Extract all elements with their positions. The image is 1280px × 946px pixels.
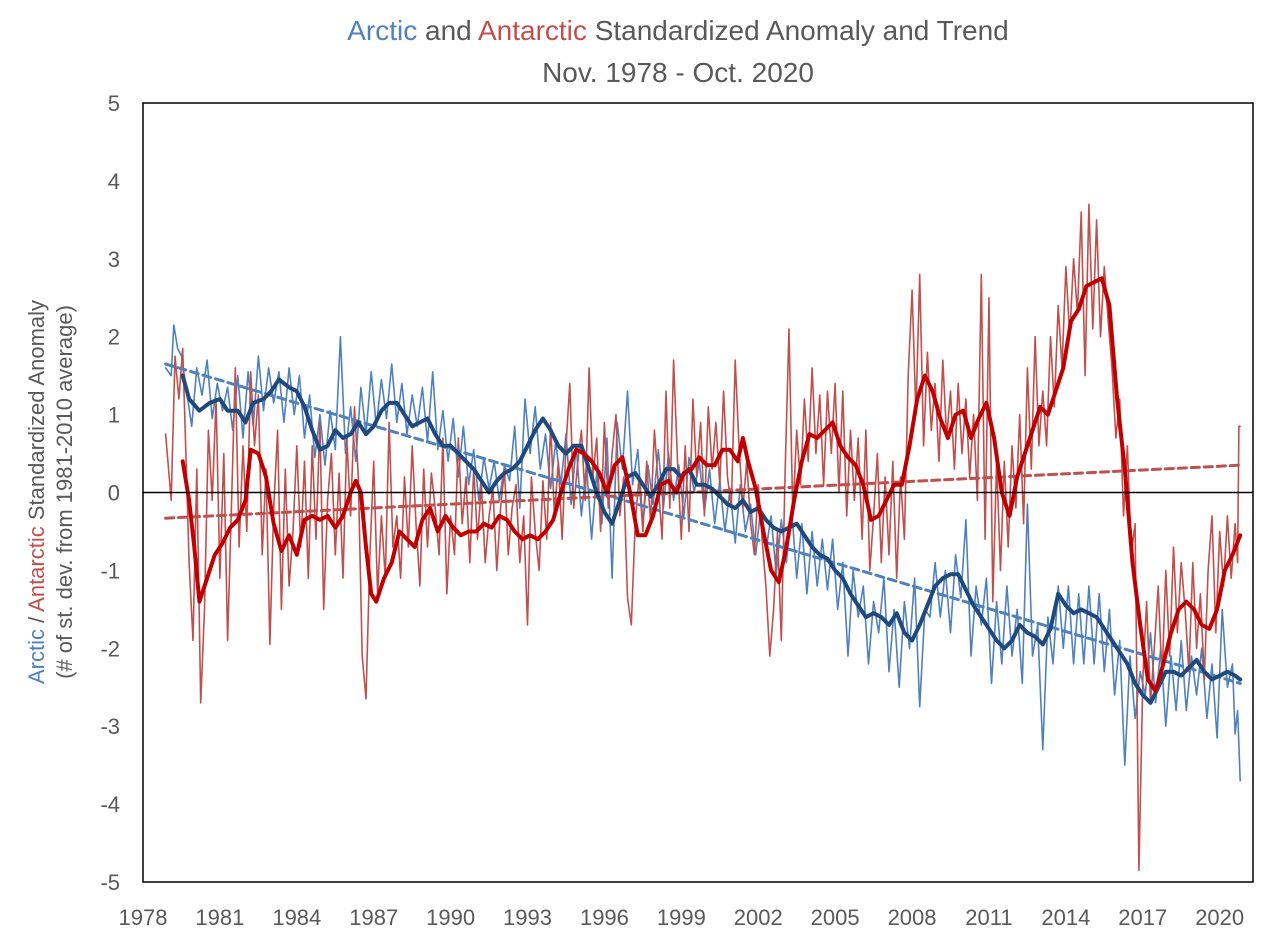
y-tick-label: -5 [100,870,120,895]
x-tick-label: 2008 [888,905,937,930]
y-tick-label: 2 [108,325,120,350]
ylabel-slash: / [24,616,49,623]
x-tick-label: 2020 [1195,905,1244,930]
x-tick-label: 2011 [965,905,1012,930]
y-tick-label: -1 [100,558,120,583]
antarctic-trend-line [164,463,1242,520]
y-tick-label: -2 [100,636,120,661]
x-tick-label: 2014 [1041,905,1090,930]
title-and-word: and [425,15,472,46]
arctic-monthly-line [164,324,1241,782]
x-tick-label: 2017 [1118,905,1167,930]
x-tick-label: 1993 [503,905,552,930]
x-tick-label: 2005 [811,905,860,930]
ylabel-arctic-word: Arctic [24,629,49,684]
x-tick-label: 1999 [657,905,706,930]
ylabel-antarctic-word: Antarctic [24,526,49,612]
x-tick-label: 1978 [119,905,168,930]
x-tick-label: 1990 [426,905,475,930]
y-axis-label: Arctic / Antarctic Standardized Anomaly … [24,300,77,684]
y-tick-label: 3 [108,247,120,272]
x-tick-label: 1987 [349,905,398,930]
title-arctic-word: Arctic [347,15,417,46]
y-tick-label: -3 [100,714,120,739]
ylabel-line2: (# of st. dev. from 1981-2010 average) [52,305,77,679]
y-tick-labels: 5 4 3 2 1 0 -1 -2 -3 -4 -5 [100,91,120,895]
y-tick-label: 0 [108,481,120,506]
antarctic-smooth-line [180,276,1243,694]
chart-subtitle: Nov. 1978 - Oct. 2020 [542,57,814,88]
x-tick-label: 1981 [195,905,244,930]
x-tick-label: 1984 [272,905,321,930]
x-tick-label: 1996 [580,905,629,930]
arctic-smooth-line [180,373,1243,705]
y-tick-label: -4 [100,792,120,817]
svg-text:Arctic / Antar: Arctic / Antarctic Standardized Anomaly [24,300,49,684]
title-antarctic-word: Antarctic [478,15,587,46]
arctic-trend-line [164,362,1242,685]
ylabel-rest: Standardized Anomaly [24,300,49,520]
title-rest: Standardized Anomaly and Trend [595,15,1009,46]
y-tick-label: 5 [108,91,120,116]
x-tick-labels: 1978 1981 1984 1987 1990 1993 1996 1999 2002 2005… [119,905,1245,930]
chart-title: Arctic and Antarctic Standardized Anomal… [347,15,1009,46]
y-tick-label: 4 [108,169,120,194]
antarctic-monthly-line [164,203,1241,872]
series-layer [164,203,1243,872]
y-tick-label: 1 [108,403,120,428]
x-tick-label: 2002 [734,905,783,930]
